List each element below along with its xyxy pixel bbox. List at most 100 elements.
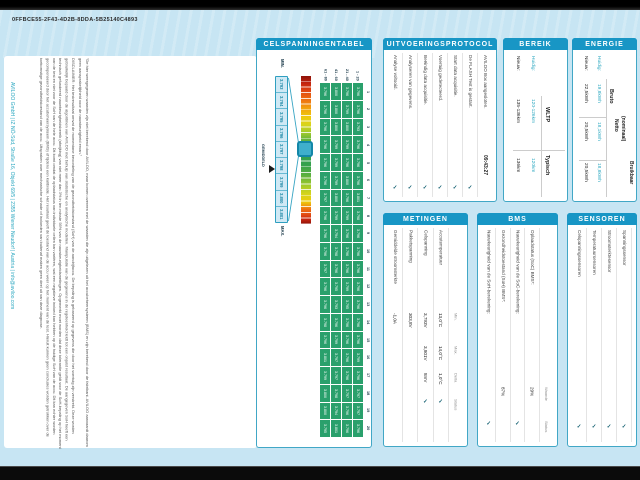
scale-cell: 3.797 — [276, 142, 287, 159]
protocol-step: Analyse voltooid. ✓ — [388, 53, 403, 197]
cell-voltage: 3.796 — [353, 100, 363, 118]
panel-sensors-header: SENSOREN — [567, 213, 637, 225]
row-label: Accutemperatuur — [438, 230, 444, 265]
range-typical-new: 136km — [515, 158, 520, 173]
protocol-step: De FLASH Test is gestart. ✓ — [463, 53, 478, 197]
cell-voltage-value: 3.800 — [345, 122, 349, 132]
cell-row-number: 15 — [366, 337, 370, 342]
cell-voltage-value: 3.799 — [334, 175, 338, 185]
cell-voltage-value: 3.799 — [334, 335, 338, 345]
cell-voltage: 3.799 — [331, 171, 341, 189]
cell-voltage-value: 3.796 — [345, 228, 349, 238]
cell-voltage-value: 3.796 — [323, 335, 327, 345]
cell-voltage-value: 3.796 — [323, 246, 327, 256]
panel-measurements-header: METINGEN — [383, 213, 468, 225]
cell-voltage: 3.793 — [353, 118, 363, 136]
cell-voltage: 3.794 — [331, 402, 341, 420]
cell-voltage: 3.800 — [342, 118, 352, 136]
panel-execution-protocol: UITVOERINGSPROTOCOL AVILOO Box aangeslot… — [383, 38, 497, 202]
cell-row-number: 11 — [366, 266, 370, 271]
cell-row-number: 20 — [366, 426, 370, 431]
cell-voltage-value: 3.796 — [323, 157, 327, 167]
cell-voltage: 3.796 — [353, 154, 363, 171]
check-icon: ✓ — [606, 424, 612, 430]
cell-voltage-value: 3.799 — [334, 211, 338, 221]
scale-value: 3.797 — [279, 144, 284, 155]
row-label: Celspanningssensoren — [577, 230, 582, 277]
panel-title: UITVOERINGSPROTOCOL — [386, 40, 494, 48]
energy-row-label-current: Huidig: — [596, 56, 601, 71]
cell-voltage-value: 3.796 — [323, 211, 327, 221]
scale-value: 3.793 — [279, 79, 284, 90]
cell-voltage: 3.796 — [331, 260, 341, 278]
cell-row-number: 13 — [366, 302, 370, 307]
cell-voltage-grid: 3.796 3.800 3.796 3.796 3.796 3.800 3.799 3.796… — [320, 83, 363, 437]
table-row: Oplaadstatus (SoC) BMS*: 29% — [525, 228, 540, 442]
cell-voltage-value: 3.799 — [345, 282, 349, 292]
cell-voltage: 3.796 — [320, 136, 330, 153]
table-row: Pakketspanning 303,8V — [403, 228, 419, 442]
cell-voltage-value: 3.799 — [356, 353, 360, 363]
cell-voltage-value: 3.796 — [345, 86, 349, 96]
cell-voltage-value: 3.799 — [345, 104, 349, 114]
cell-voltage: 3.794 — [331, 225, 341, 242]
panel-title: METINGEN — [403, 215, 448, 223]
cell-voltage: 3.796 — [353, 225, 363, 242]
panel-sensors: SENSOREN Spanningssensor ✓ Stroomsterktese… — [567, 213, 637, 447]
cell-voltage: 3.796 — [353, 331, 363, 349]
cell-voltage-value: 3.796 — [356, 282, 360, 292]
check-icon: ✓ — [392, 185, 398, 191]
cell-voltage: 3.799 — [342, 100, 352, 118]
cell-voltage: 3.798 — [353, 207, 363, 224]
panel-measurements: METINGEN Min. Max. Delta Status Accutemperat… — [383, 213, 468, 447]
cell-voltage: 3.796 — [320, 83, 330, 100]
cell-voltage-value: 3.796 — [356, 299, 360, 309]
row-label: Nauwkeurigheid van de SoC-berekening: — [515, 230, 521, 314]
cell-voltage-value: 3.796 — [356, 246, 360, 256]
check-icon: ✓ — [422, 185, 428, 191]
panel-range-header: BEREIK — [503, 38, 568, 50]
cell-voltage: 3.801 — [320, 349, 330, 366]
column-header: Waarde — [543, 387, 549, 401]
cell-voltage-value: 3.796 — [323, 140, 327, 150]
cell-voltage: 3.796 — [353, 260, 363, 278]
cell-voltage-value: 3.796 — [356, 228, 360, 238]
protocol-step: Voertuig gedetecteerd. ✓ — [433, 53, 448, 197]
cell-row-number: 12 — [366, 284, 370, 289]
table-row: Temperatuursensoren ✓ — [587, 228, 602, 442]
cell-voltage-value: 3.798 — [323, 317, 327, 327]
cell-voltage: 3.799 — [342, 278, 352, 295]
measurements-table: Min. Max. Delta Status Accutemperatuur 13,0°C… — [388, 228, 463, 442]
cell-row-number: 19 — [366, 408, 370, 413]
row-label: Oplaadstatus (SoC) BMS*: — [529, 230, 535, 285]
scale-cell: 3.793 — [276, 77, 287, 94]
cell-voltage-value: 3.798 — [356, 211, 360, 221]
row-value: -1,0A — [392, 313, 398, 324]
cell-voltage-value: 3.796 — [334, 264, 338, 274]
cell-voltage-value: 3.798 — [334, 246, 338, 256]
cell-voltage: 3.801 — [353, 189, 363, 207]
bms-values-footnote: "De hier weergegeven waarden zijn niet b… — [78, 58, 90, 447]
cell-voltage-value: 3.796 — [356, 424, 360, 434]
cell-row-number: 5 — [366, 161, 370, 164]
cell-voltage-value: 3.796 — [345, 264, 349, 274]
check-icon: ✓ — [437, 399, 444, 405]
cell-voltage: 3.800 — [320, 384, 330, 402]
cell-voltage: 3.796 — [320, 118, 330, 136]
average-pointer-icon — [269, 165, 275, 173]
cell-voltage-value: 3.800 — [334, 122, 338, 132]
cell-group-header: 41 - 60 — [331, 53, 342, 81]
energy-usable-new: 20,5kWh — [583, 163, 588, 182]
cell-voltage: 3.799 — [331, 207, 341, 224]
cell-voltage: 3.800 — [320, 402, 330, 420]
cell-voltage: 3.797 — [331, 349, 341, 366]
cell-voltage: 3.798 — [320, 313, 330, 331]
disclaimer-paragraph: DISCLAIMER: Het testresultaat omvat de m… — [38, 58, 76, 449]
range-typical-current: 120km — [530, 158, 535, 173]
cell-voltage: 3.796 — [342, 83, 352, 100]
range-col-wltp: WLTP — [544, 107, 550, 123]
divider — [579, 160, 607, 161]
table-row: Stroomsterktesensor ✓ — [602, 228, 617, 442]
table-row: Gezondheidstoestand (SoH) BMS*: 87% — [496, 228, 511, 442]
panel-cell-voltage-table: CELSPANNINGENTABEL MIN. MAX. GEMIDDELD 3… — [256, 38, 372, 448]
